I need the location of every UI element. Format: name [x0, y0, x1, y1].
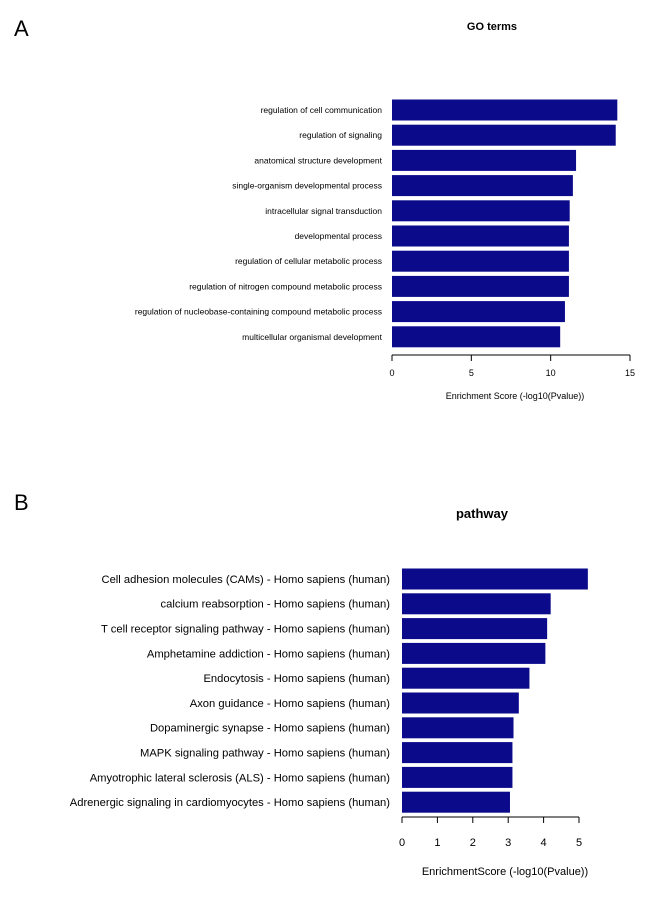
pathway-chart-title: pathway [456, 506, 509, 521]
pathway-bar [402, 692, 519, 714]
pathway-bar [402, 568, 588, 590]
go-bar [392, 149, 577, 171]
pathway-bar [402, 742, 513, 764]
go-x-axis-label: Enrichment Score (-log10(Pvalue)) [446, 391, 585, 401]
pathway-bar [402, 791, 510, 813]
pathway-bar [402, 642, 546, 664]
go-x-tick-label: 15 [625, 368, 635, 378]
pathway-category-label: Dopaminergic synapse - Homo sapiens (hum… [150, 723, 390, 735]
pathway-category-label: calcium reabsorption - Homo sapiens (hum… [161, 599, 391, 611]
go-category-label: regulation of nucleobase-containing comp… [135, 307, 382, 317]
go-bar [392, 200, 570, 222]
go-chart-title: GO terms [467, 21, 517, 33]
pathway-category-label: Endocytosis - Homo sapiens (human) [203, 673, 390, 685]
go-category-label: anatomical structure development [254, 155, 382, 165]
pathway-category-label: T cell receptor signaling pathway - Homo… [101, 624, 390, 636]
pathway-bar [402, 593, 551, 615]
go-x-tick-label: 0 [389, 368, 394, 378]
go-category-label: intracellular signal transduction [265, 206, 382, 216]
go-category-label: developmental process [295, 231, 382, 241]
pathway-category-label: Amyotrophic lateral sclerosis (ALS) - Ho… [90, 772, 391, 784]
panel-label-b: B [14, 490, 29, 515]
go-bar [392, 301, 565, 323]
go-bar [392, 175, 573, 197]
go-category-label: regulation of cell communication [261, 105, 383, 115]
pathway-bar [402, 667, 530, 689]
panel-label-a: A [14, 16, 29, 41]
pathway-x-tick-label: 1 [434, 837, 440, 849]
pathway-category-label: Cell adhesion molecules (CAMs) - Homo sa… [102, 574, 391, 586]
pathway-bar [402, 618, 548, 640]
go-bar [392, 250, 569, 272]
go-x-tick-label: 10 [546, 368, 556, 378]
go-category-label: multicellular organismal development [242, 332, 382, 342]
pathway-category-label: MAPK signaling pathway - Homo sapiens (h… [140, 748, 390, 760]
go-category-label: single-organism developmental process [232, 181, 382, 191]
pathway-x-tick-label: 0 [399, 837, 405, 849]
pathway-bar [402, 766, 513, 788]
go-category-label: regulation of nitrogen compound metaboli… [189, 281, 382, 291]
pathway-category-label: Axon guidance - Homo sapiens (human) [190, 698, 391, 710]
go-category-label: regulation of cellular metabolic process [235, 256, 382, 266]
pathway-x-tick-label: 4 [541, 837, 547, 849]
go-bar [392, 326, 561, 348]
pathway-category-label: Amphetamine addiction - Homo sapiens (hu… [147, 648, 390, 660]
go-bar [392, 99, 618, 121]
go-bar [392, 124, 616, 146]
go-bar [392, 225, 569, 247]
pathway-x-tick-label: 5 [576, 837, 582, 849]
pathway-x-tick-label: 2 [470, 837, 476, 849]
go-bar [392, 275, 569, 297]
pathway-x-axis-label: EnrichmentScore (-log10(Pvalue)) [422, 866, 588, 878]
pathway-x-tick-label: 3 [505, 837, 511, 849]
pathway-bar [402, 717, 514, 739]
go-x-tick-label: 5 [469, 368, 474, 378]
pathway-category-label: Adrenergic signaling in cardiomyocytes -… [70, 797, 391, 809]
go-category-label: regulation of signaling [299, 130, 382, 140]
